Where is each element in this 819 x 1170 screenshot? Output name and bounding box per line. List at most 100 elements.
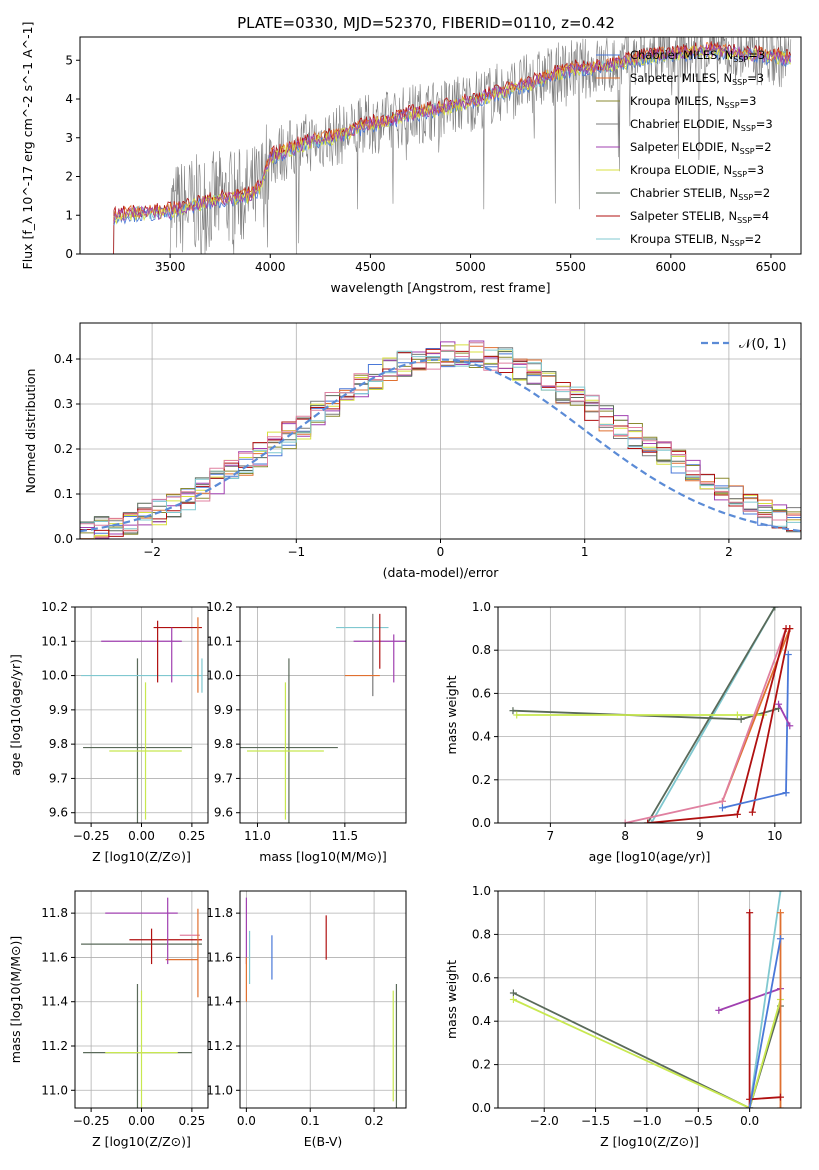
- y-tick-label: 0.3: [54, 397, 73, 411]
- chart-panel-6: 0.0 0.1 0.2 11.0 11.2 11.4 11.6 11.8 E(B-V): [206, 890, 407, 1149]
- y-tick-label: 9.8: [214, 737, 233, 751]
- y-tick-label: 9.7: [49, 771, 68, 785]
- y-axis-label: mass weight: [444, 675, 459, 754]
- chart-panel-7: −2.0 −1.5 −1.0 −0.5 0.0 0.0 0.2 0.4 0.6 0.8 1.0 Z […: [444, 884, 802, 1149]
- y-tick-label: 0.6: [472, 686, 491, 700]
- legend-suffix: =2: [755, 140, 772, 154]
- legend-suffix: =3: [747, 71, 764, 85]
- y-tick-label: 1.0: [472, 600, 491, 614]
- legend-suffix: =4: [752, 209, 769, 223]
- legend-subscript: SSP: [732, 78, 747, 87]
- axes-frame: [239, 606, 407, 824]
- legend-entry: Kroupa MILES, NSSP=3: [630, 94, 756, 110]
- y-tick-label: 11.0: [206, 1083, 233, 1097]
- y-tick-label: 9.8: [49, 737, 68, 751]
- x-tick-label: −1: [287, 545, 305, 559]
- y-tick-label: 3: [65, 131, 73, 145]
- y-tick-label: 0.2: [54, 442, 73, 456]
- axes-frame: [74, 890, 209, 1109]
- x-axis-label: age [log10(age/yr)]: [589, 849, 711, 864]
- x-tick-label: 11.0: [244, 829, 271, 843]
- y-tick-label: 10.1: [206, 634, 233, 648]
- y-tick-label: 0.4: [54, 352, 73, 366]
- y-tick-label: 11.8: [206, 906, 233, 920]
- axes-frame: [79, 322, 802, 540]
- x-tick-label: 11.5: [331, 829, 358, 843]
- legend-subscript: SSP: [740, 147, 755, 156]
- y-tick-label: 11.4: [206, 995, 233, 1009]
- y-tick-label: 10.2: [41, 600, 68, 614]
- x-tick-label: 3500: [155, 260, 186, 274]
- x-axis-label: wavelength [Angstrom, rest frame]: [330, 280, 550, 295]
- legend-subscript: SSP: [733, 55, 748, 64]
- x-axis-label: Z [log10(Z/Z⊙)]: [92, 849, 191, 864]
- x-tick-label: 4500: [355, 260, 386, 274]
- plot-area: [509, 607, 794, 823]
- legend-subscript: SSP: [741, 124, 756, 133]
- histogram-step-9: [80, 342, 801, 532]
- legend-entry: Salpeter MILES, NSSP=3: [630, 71, 764, 87]
- y-tick-label: 11.2: [206, 1039, 233, 1053]
- y-axis-label: mass [log10(M/M⊙)]: [8, 936, 23, 1064]
- y-tick-label: 9.6: [214, 806, 233, 820]
- mass-weight-line-7: [751, 628, 791, 813]
- x-tick-label: −1.5: [581, 1114, 610, 1128]
- plot-area: [245, 897, 398, 1108]
- y-tick-label: 0.2: [472, 773, 491, 787]
- plot-area: [80, 340, 801, 539]
- plot-area: [509, 891, 784, 1108]
- y-tick-label: 0.4: [472, 1014, 491, 1028]
- y-tick-label: 0.8: [472, 927, 491, 941]
- chart-panel-3: 11.0 11.5 9.6 9.7 9.8 9.9 10.0 10.1 10.2 mass [lo…: [206, 600, 407, 864]
- mass-weight-line-3: [748, 891, 782, 1108]
- legend-subscript: SSP: [737, 216, 752, 225]
- legend-entry: Chabrier MILES, NSSP=3: [630, 48, 765, 64]
- x-tick-label: 0.0: [740, 1114, 759, 1128]
- legend-entry: Kroupa STELIB, NSSP=2: [630, 232, 761, 248]
- y-axis-label: age [log10(age/yr)]: [8, 654, 23, 776]
- x-tick-label: 0.00: [128, 829, 155, 843]
- y-tick-label: 1.0: [472, 884, 491, 898]
- mass-weight-line-0: [513, 992, 782, 1108]
- x-tick-label: 0.2: [365, 1114, 384, 1128]
- chart-panel-2: −0.25 0.00 0.25 9.6 9.7 9.8 9.9 10.0 10.1 10.2 Z […: [8, 600, 209, 864]
- y-axis-label: Flux [f_λ 10^-17 erg cm^-2 s^-1 A^-1]: [20, 22, 35, 270]
- legend-suffix: =2: [745, 232, 762, 246]
- y-tick-label: 0.2: [472, 1058, 491, 1072]
- y-tick-label: 5: [65, 53, 73, 67]
- x-tick-label: −0.5: [684, 1114, 713, 1128]
- plot-area: [81, 897, 202, 1108]
- legend-suffix: =3: [748, 48, 765, 62]
- legend-entry: Chabrier ELODIE, NSSP=3: [630, 117, 773, 133]
- chart-panel-4: 7 8 9 10 0.0 0.2 0.4 0.6 0.8 1.0 age [log10(age/yr…: [444, 600, 802, 864]
- x-tick-label: 6500: [756, 260, 787, 274]
- y-tick-label: 0.6: [472, 971, 491, 985]
- x-tick-label: 10: [767, 829, 782, 843]
- x-axis-label: mass [log10(M/M⊙)]: [259, 849, 387, 864]
- y-tick-label: 0.0: [472, 816, 491, 830]
- figure-title: PLATE=0330, MJD=52370, FIBERID=0110, z=0…: [237, 14, 615, 32]
- legend-entry: 𝒩(0, 1): [739, 337, 786, 352]
- x-tick-label: 7: [547, 829, 555, 843]
- mass-weight-line-10: [777, 703, 791, 727]
- x-tick-label: −2: [143, 545, 161, 559]
- y-tick-label: 10.0: [206, 669, 233, 683]
- axes-frame: [239, 890, 407, 1109]
- chart-panel-0: 3500 4000 4500 5000 5500 6000 6500 0 1 2 3 4 5 wavele…: [20, 22, 802, 295]
- legend-entry: Chabrier STELIB, NSSP=2: [630, 186, 770, 202]
- y-tick-label: 4: [65, 92, 73, 106]
- x-axis-label: E(B-V): [304, 1134, 343, 1149]
- x-tick-label: 5500: [555, 260, 586, 274]
- mass-weight-line-7: [748, 938, 782, 1108]
- model-spectrum-line-5: [113, 44, 791, 223]
- y-tick-label: 11.0: [41, 1083, 68, 1097]
- axes-frame: [79, 36, 802, 255]
- legend-subscript: SSP: [738, 193, 753, 202]
- x-tick-label: 0.25: [179, 1114, 206, 1128]
- y-tick-label: 0: [65, 247, 73, 261]
- x-axis-label: Z [log10(Z/Z⊙)]: [92, 1134, 191, 1149]
- mass-weight-line-6: [749, 1096, 781, 1101]
- axes-frame: [74, 606, 209, 824]
- x-tick-label: 0.00: [128, 1114, 155, 1128]
- legend-suffix: =3: [756, 117, 773, 131]
